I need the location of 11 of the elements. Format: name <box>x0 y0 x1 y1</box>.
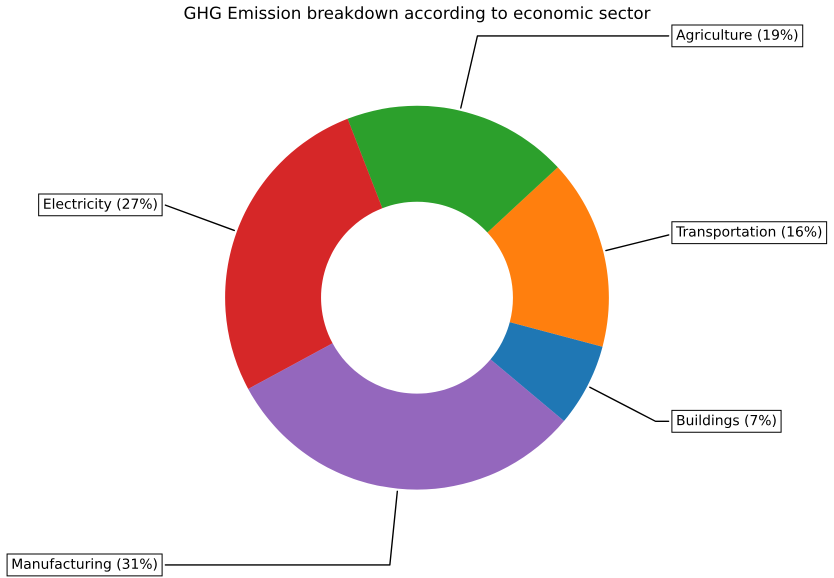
slice-label: Manufacturing (31%) <box>12 558 157 572</box>
donut-slice <box>348 106 558 232</box>
chart-title: GHG Emission breakdown according to economic sector <box>184 6 650 22</box>
donut-slice <box>490 322 603 422</box>
slice-label: Buildings (7%) <box>677 414 776 428</box>
donut-slice <box>248 343 564 490</box>
slice-label: Agriculture (19%) <box>676 29 798 43</box>
slice-label: Electricity (27%) <box>44 198 157 212</box>
slice-label: Transportation (16%) <box>676 226 822 240</box>
donut-slice <box>487 167 609 347</box>
donut-slice <box>225 118 382 389</box>
